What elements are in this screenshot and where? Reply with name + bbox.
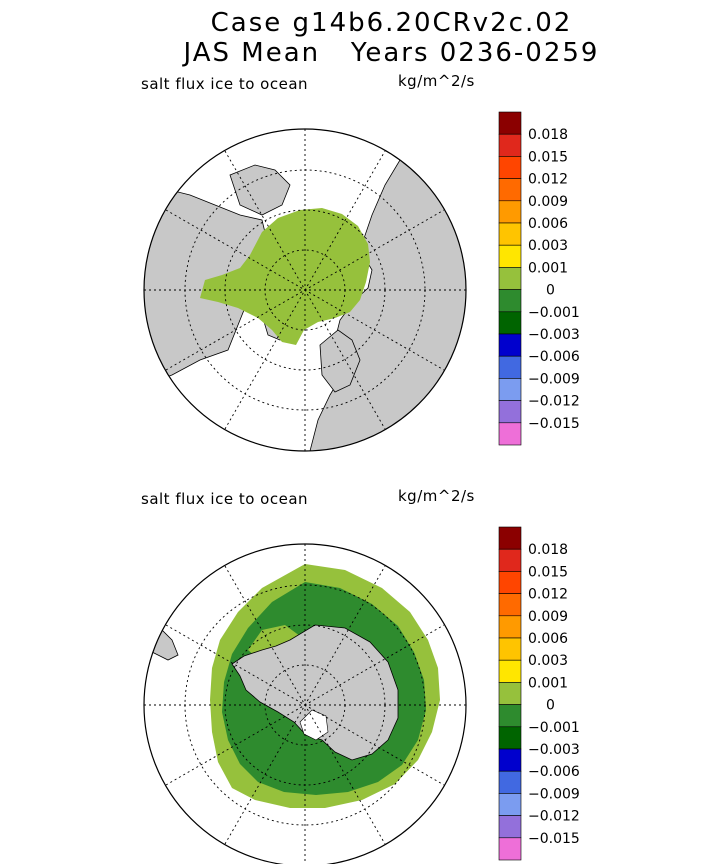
north-colorbar-tick-label: 0.001 [528, 260, 568, 276]
south-colorbar-tick-label: 0 [546, 698, 555, 714]
south-colorbar-tick-label: 0.006 [528, 631, 568, 647]
south-colorbar-swatch [498, 682, 522, 705]
north-colorbar: 0.018 0.015 0.012 0.009 0.006 0.003 0.001 0 −0.0… [498, 111, 580, 446]
north-colorbar-swatch [498, 267, 522, 290]
north-colorbar-swatch [498, 355, 522, 379]
south-colorbar-swatch [498, 571, 522, 594]
south-colorbar-swatch [498, 548, 522, 572]
north-colorbar-swatch [498, 133, 522, 157]
south-polar-map [143, 543, 467, 864]
south-colorbar-swatch [498, 615, 522, 639]
north-colorbar-swatch [498, 200, 522, 224]
north-colorbar-swatch [498, 111, 522, 135]
south-colorbar-tick-label: −0.012 [528, 809, 580, 825]
south-variable-label: salt flux ice to ocean [141, 490, 309, 508]
north-units-label: kg/m^2/s [398, 72, 475, 90]
south-colorbar-swatch [498, 726, 522, 750]
south-colorbar-swatch [498, 815, 522, 839]
south-colorbar-tick-label: 0.001 [528, 675, 568, 691]
south-colorbar-tick-label: −0.015 [528, 831, 580, 847]
south-colorbar-tick-label: −0.006 [528, 764, 580, 780]
north-colorbar-tick-label: 0.003 [528, 238, 568, 254]
south-colorbar: 0.018 0.015 0.012 0.009 0.006 0.003 0.001 0 −0.0… [498, 526, 580, 861]
north-land-alaska-siberia [229, 164, 291, 216]
north-colorbar-swatch [498, 222, 522, 246]
north-colorbar-tick-label: −0.009 [528, 371, 580, 387]
north-colorbar-tick-label: −0.012 [528, 394, 580, 410]
south-land-antarctica [231, 624, 399, 761]
north-colorbar-swatch [498, 156, 522, 179]
north-variable-label: salt flux ice to ocean [141, 75, 309, 93]
north-colorbar-swatch [498, 378, 522, 401]
south-colorbar-tick-label: −0.001 [528, 720, 580, 736]
north-colorbar-tick-label: 0.018 [528, 127, 568, 143]
north-colorbar-tick-label: 0.012 [528, 172, 568, 188]
north-colorbar-tick-label: −0.015 [528, 416, 580, 432]
north-colorbar-swatch [498, 311, 522, 335]
north-colorbar-swatch [498, 333, 522, 357]
north-colorbar-swatch [498, 244, 522, 268]
south-colorbar-swatch [498, 770, 522, 794]
south-units-label: kg/m^2/s [398, 487, 475, 505]
north-colorbar-tick-label: 0 [546, 283, 555, 299]
south-colorbar-tick-label: 0.009 [528, 609, 568, 625]
south-colorbar-tick-label: 0.003 [528, 653, 568, 669]
north-colorbar-tick-label: −0.003 [528, 327, 580, 343]
north-colorbar-swatch [498, 178, 522, 202]
south-colorbar-swatch [498, 593, 522, 617]
south-colorbar-swatch [498, 793, 522, 816]
south-colorbar-swatch [498, 659, 522, 683]
north-land-scandinavia [319, 329, 361, 393]
north-colorbar-swatch [498, 422, 522, 446]
figure-title-case: Case g14b6.20CRv2c.02 [210, 8, 573, 38]
south-colorbar-swatch [498, 526, 522, 550]
north-colorbar-tick-label: 0.015 [528, 149, 568, 165]
south-colorbar-swatch [498, 704, 522, 728]
south-colorbar-swatch [498, 637, 522, 661]
north-colorbar-tick-label: 0.009 [528, 194, 568, 210]
north-sea-ice [200, 208, 370, 345]
south-colorbar-swatch [498, 748, 522, 772]
figure-title-period: JAS Mean Years 0236-0259 [183, 38, 600, 68]
north-colorbar-swatch [498, 400, 522, 424]
south-colorbar-tick-label: 0.015 [528, 564, 568, 580]
north-polar-map [143, 128, 467, 452]
south-colorbar-tick-label: −0.003 [528, 742, 580, 758]
north-colorbar-tick-label: 0.006 [528, 216, 568, 232]
north-colorbar-tick-label: −0.006 [528, 349, 580, 365]
south-colorbar-tick-label: 0.012 [528, 587, 568, 603]
north-colorbar-swatch [498, 289, 522, 313]
south-colorbar-swatch [498, 837, 522, 861]
north-colorbar-tick-label: −0.001 [528, 305, 580, 321]
south-colorbar-tick-label: −0.009 [528, 786, 580, 802]
south-colorbar-tick-label: 0.018 [528, 542, 568, 558]
south-ross-ice-shelf [299, 709, 329, 741]
